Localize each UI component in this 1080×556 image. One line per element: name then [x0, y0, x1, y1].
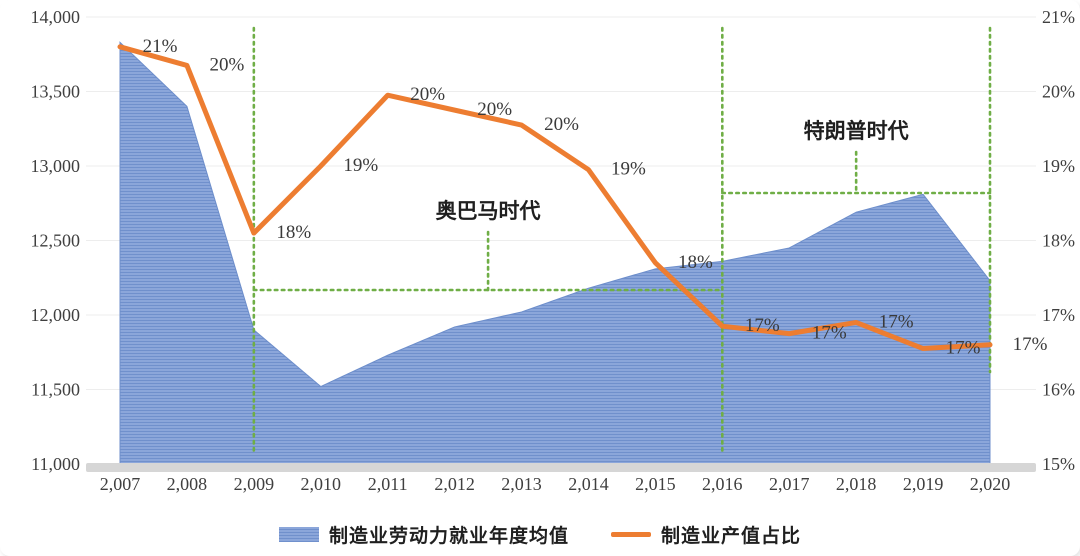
x-axis-baseline [86, 463, 1036, 472]
data-label: 17% [812, 323, 847, 344]
right-axis-tick: 17% [1042, 305, 1075, 325]
right-axis: 21% 20% 19% 18% 17% 16% 15% [1042, 7, 1075, 474]
x-axis-tick: 2,010 [301, 474, 342, 494]
right-axis-tick: 21% [1042, 7, 1075, 27]
x-axis-tick: 2,016 [702, 474, 743, 494]
combo-chart: 奥巴马时代 特朗普时代 21% 20% 18% 19% 20% 20% 20% 19% 18% 17%… [31, 7, 1076, 494]
data-label: 20% [477, 99, 512, 120]
legend-label: 制造业劳动力就业年度均值 [328, 526, 569, 547]
x-axis-tick: 2,015 [635, 474, 676, 494]
right-axis-tick: 15% [1042, 454, 1075, 474]
data-label: 20% [210, 54, 245, 75]
right-axis-tick: 19% [1042, 156, 1075, 176]
legend-item-0: 制造业劳动力就业年度均值 [278, 521, 569, 548]
data-label: 18% [276, 222, 311, 243]
x-axis-tick: 2,018 [836, 474, 877, 494]
x-axis: 2,007 2,008 2,009 2,010 2,011 2,012 2,013 2,014… [100, 474, 1011, 494]
data-label: 17% [1013, 334, 1048, 355]
era-annotations: 奥巴马时代 特朗普时代 [252, 26, 992, 457]
data-label: 19% [343, 155, 378, 176]
line-series [117, 44, 993, 352]
x-axis-tick: 2,012 [434, 474, 475, 494]
era-label: 奥巴马时代 [436, 199, 541, 223]
legend-item-1: 制造业产值占比 [611, 521, 801, 548]
data-labels: 21% 20% 18% 19% 20% 20% 20% 19% 18% 17% 17% 17% 17% 1… [143, 36, 1048, 359]
data-label: 19% [611, 159, 646, 180]
era-label: 特朗普时代 [804, 119, 909, 143]
right-axis-tick: 18% [1042, 231, 1075, 251]
left-axis-tick: 12,000 [31, 305, 81, 325]
right-axis-tick: 16% [1042, 380, 1075, 400]
chart-legend: 制造业劳动力就业年度均值 制造业产值占比 [0, 521, 1080, 548]
data-label: 17% [946, 338, 981, 359]
x-axis-tick: 2,014 [568, 474, 609, 494]
left-axis-tick: 11,500 [31, 380, 80, 400]
area-series [119, 41, 991, 465]
x-axis-tick: 2,020 [970, 474, 1011, 494]
left-axis-tick: 13,500 [31, 82, 81, 102]
data-label: 17% [879, 311, 914, 332]
area-swatch [278, 527, 319, 542]
x-axis-tick: 2,008 [167, 474, 208, 494]
left-axis-tick: 11,000 [31, 454, 80, 474]
data-label: 21% [143, 36, 178, 57]
left-axis-tick: 13,000 [31, 156, 81, 176]
x-axis-tick: 2,009 [234, 474, 275, 494]
data-label: 20% [410, 84, 445, 105]
data-label: 18% [678, 252, 713, 273]
left-axis-tick: 12,500 [31, 231, 81, 251]
x-axis-tick: 2,013 [501, 474, 542, 494]
x-axis-tick: 2,011 [368, 474, 408, 494]
left-axis-tick: 14,000 [31, 7, 81, 27]
line-swatch [611, 532, 651, 537]
left-axis: 14,000 13,500 13,000 12,500 12,000 11,500 11,0… [31, 7, 81, 474]
x-axis-tick: 2,007 [100, 474, 141, 494]
right-axis-tick: 20% [1042, 82, 1075, 102]
x-axis-tick: 2,019 [903, 474, 944, 494]
data-label: 20% [544, 114, 579, 135]
data-label: 17% [745, 315, 780, 336]
x-axis-tick: 2,017 [769, 474, 810, 494]
legend-label: 制造业产值占比 [661, 526, 802, 547]
